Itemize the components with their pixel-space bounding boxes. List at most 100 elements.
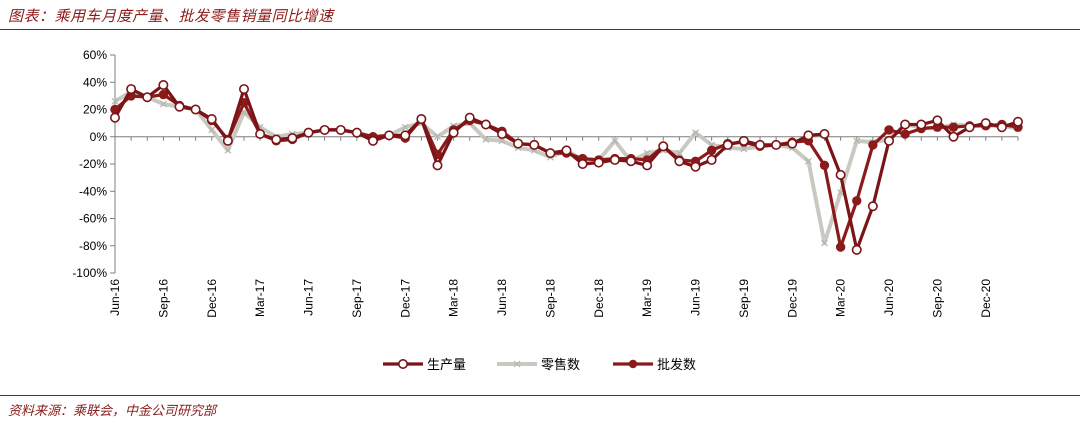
x-tick-label: Jun-17 (302, 279, 316, 316)
x-tick-label: Dec-18 (592, 279, 606, 318)
data-point (787, 138, 798, 149)
data-point (255, 129, 266, 140)
data-point (1012, 116, 1023, 127)
data-point (545, 148, 556, 159)
x-tick-label: Dec-20 (979, 279, 993, 318)
legend-marker (628, 359, 638, 369)
data-point (803, 130, 814, 141)
data-point (821, 239, 828, 247)
data-point (851, 244, 862, 255)
data-point (740, 145, 748, 153)
y-tick-label: -100% (72, 266, 107, 280)
data-point (675, 149, 683, 157)
data-point (287, 133, 298, 144)
data-point (480, 119, 491, 130)
bottom-divider (0, 395, 1080, 396)
data-point (206, 114, 217, 125)
data-point (835, 242, 846, 252)
legend-item: 零售数 (497, 357, 580, 373)
y-tick-label: 60% (83, 48, 107, 62)
y-axis-tick-labels: 60% 40% 20% 0% -20% -40% -60% -80% -100% (72, 48, 107, 280)
x-tick-label: Jun-16 (108, 279, 122, 316)
data-point (738, 135, 749, 146)
y-tick-label: -60% (79, 212, 107, 226)
data-point (190, 104, 201, 115)
data-point (513, 138, 524, 149)
series-line (113, 83, 1019, 252)
legend-label: 零售数 (541, 357, 580, 373)
y-tick-label: -40% (79, 184, 107, 198)
x-tick-label: Sep-20 (930, 279, 944, 318)
data-point (625, 156, 636, 167)
data-point (996, 122, 1007, 133)
data-point (401, 123, 409, 131)
data-point (853, 137, 861, 145)
data-point (222, 135, 233, 146)
data-point (110, 112, 121, 123)
data-point (900, 129, 910, 139)
data-point (900, 119, 911, 130)
data-point (174, 101, 185, 112)
legend-label: 批发数 (657, 357, 696, 373)
data-point (529, 139, 540, 150)
data-point (883, 135, 894, 146)
data-point (932, 115, 943, 126)
data-point (611, 137, 619, 145)
x-tick-label: Jun-20 (882, 279, 896, 316)
data-point (303, 127, 314, 138)
data-point (351, 127, 362, 138)
data-point (706, 154, 717, 165)
x-tick-label: Sep-19 (737, 279, 751, 318)
x-axis-tick-labels: Jun-16 Sep-16 Dec-16 Mar-17 Jun-17 Sep-17 Dec-… (108, 279, 993, 318)
data-point (754, 139, 765, 150)
data-point (867, 201, 878, 212)
x-tick-label: Jun-18 (495, 279, 509, 316)
x-tick-label: Dec-16 (205, 279, 219, 318)
data-point (416, 114, 427, 125)
x-tick-label: Mar-18 (447, 279, 461, 317)
x-tick-label: Dec-19 (785, 279, 799, 318)
x-tick-label: Sep-17 (350, 279, 364, 318)
data-point (690, 161, 701, 172)
data-point (852, 196, 862, 206)
data-point (271, 134, 282, 145)
data-point (464, 112, 475, 123)
data-point (384, 130, 395, 141)
series-lines (110, 79, 1023, 255)
y-tick-label: 20% (83, 103, 107, 117)
data-point (771, 139, 782, 150)
data-point (722, 139, 733, 150)
legend-label: 生产量 (427, 358, 466, 373)
data-point (593, 157, 604, 168)
data-point (434, 133, 441, 141)
data-point (158, 89, 169, 100)
top-divider (0, 29, 1080, 30)
data-point (964, 122, 975, 133)
data-point (319, 124, 330, 135)
data-point (609, 154, 620, 165)
legend-item: 生产量 (383, 358, 466, 373)
data-point (948, 131, 959, 142)
data-point (819, 160, 830, 171)
data-point (367, 135, 378, 146)
data-point (706, 145, 717, 156)
data-point (498, 137, 506, 145)
x-tick-label: Mar-19 (640, 279, 654, 317)
y-tick-label: 40% (83, 75, 107, 89)
source-note: 资料来源：乘联会，中金公司研究部 (8, 404, 217, 419)
legend-marker (397, 358, 408, 369)
data-point (448, 127, 459, 138)
data-point (111, 97, 119, 105)
data-point (884, 125, 894, 135)
data-point (868, 140, 878, 150)
legend-marker (513, 360, 521, 368)
data-point (835, 169, 846, 180)
x-tick-label: Jun-19 (689, 279, 703, 316)
y-tick-label: 0% (90, 130, 108, 144)
x-tick-label: Mar-17 (253, 279, 267, 317)
y-tick-label: -20% (79, 157, 107, 171)
x-tick-label: Sep-18 (543, 279, 557, 318)
data-point (642, 160, 653, 171)
chart-title: 图表：乘用车月度产量、批发零售销量同比增速 (8, 7, 334, 25)
